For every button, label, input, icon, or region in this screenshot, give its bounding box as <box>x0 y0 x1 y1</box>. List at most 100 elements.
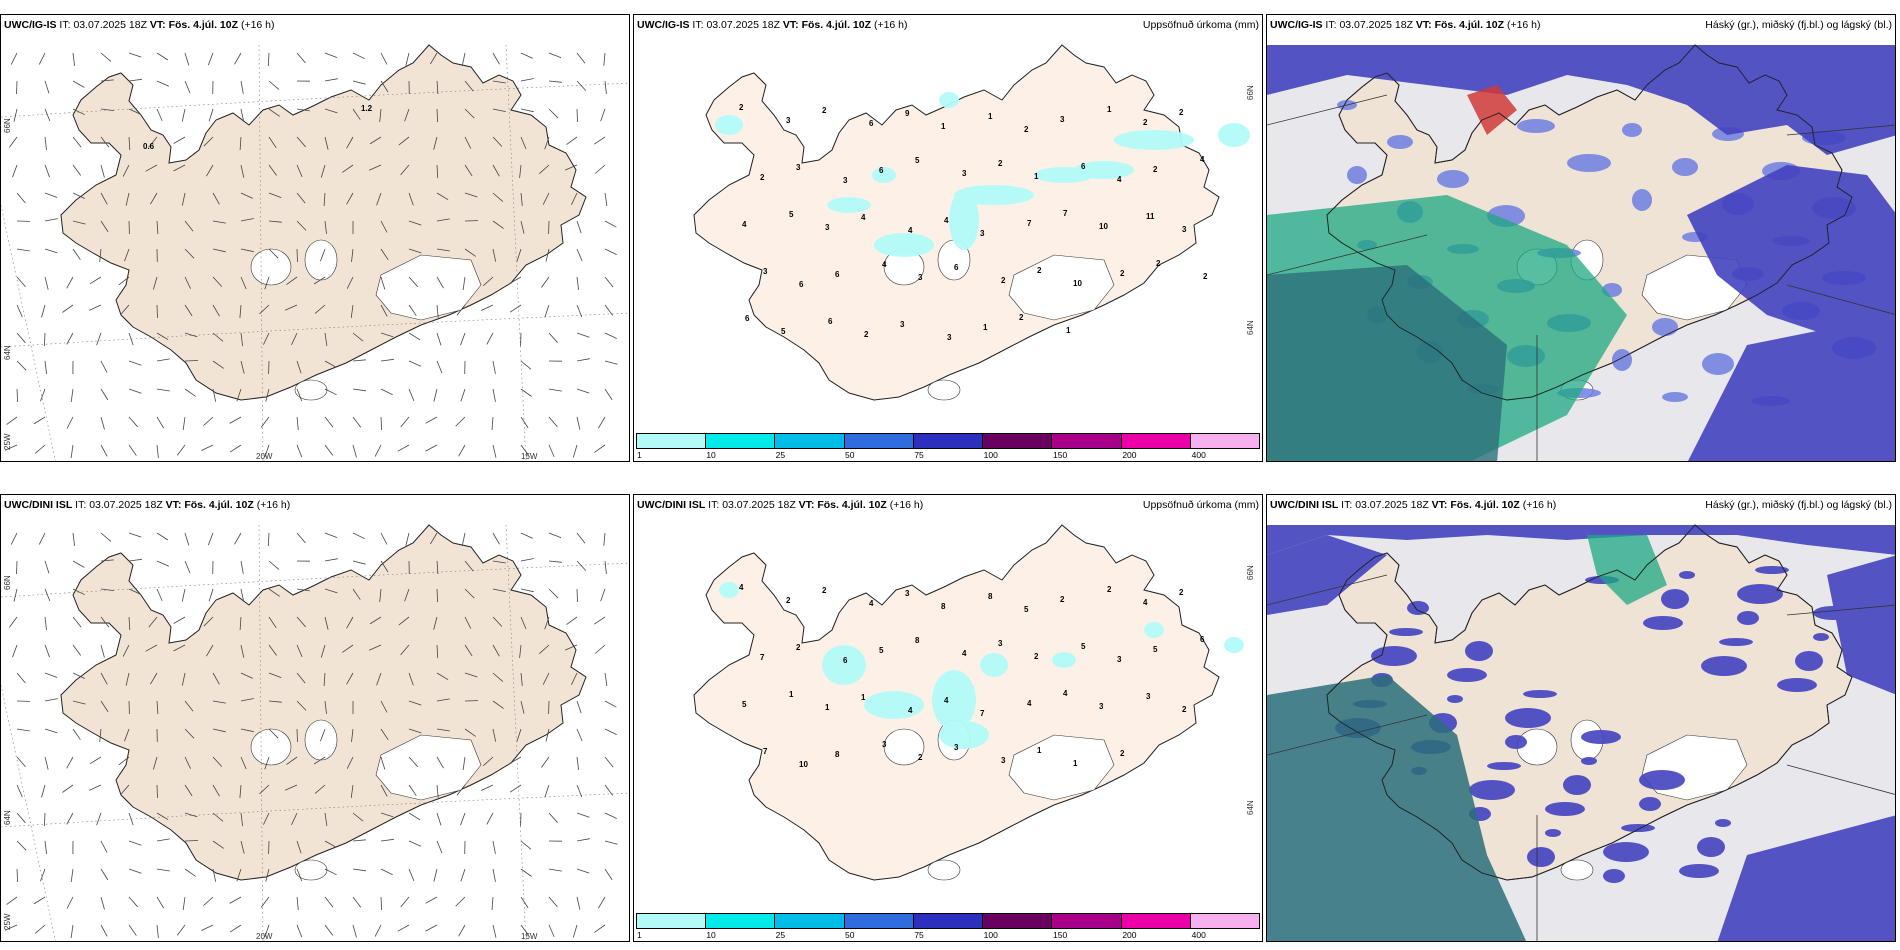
wind-barb <box>380 80 389 93</box>
wind-barb <box>324 588 338 594</box>
wind-barb <box>156 80 170 87</box>
wind-barb <box>520 444 530 456</box>
wind-barb <box>576 220 582 234</box>
precip-value-label: 10 <box>1073 279 1082 288</box>
wind-barb <box>72 644 82 656</box>
wind-barb <box>128 812 134 826</box>
wind-barb <box>184 360 199 362</box>
wind-barb <box>323 672 326 687</box>
wind-barb <box>548 588 559 599</box>
cloud-area <box>1687 165 1895 335</box>
cloud-patch <box>1612 349 1632 371</box>
precip-patch <box>864 691 924 719</box>
wind-barb <box>408 700 422 706</box>
precip-value-label: 3 <box>1001 756 1006 765</box>
panel-cloud-top: UWC/IG-IS IT: 03.07.2025 18Z VT: Fös. 4.… <box>1266 14 1896 462</box>
cloud-patch <box>1621 824 1655 832</box>
precip-value-label: 4 <box>869 599 874 608</box>
wind-barb <box>268 248 279 259</box>
wind-barb <box>436 80 439 95</box>
wind-barb <box>212 728 226 733</box>
panel-title: UWC/IG-IS IT: 03.07.2025 18Z VT: Fös. 4.… <box>4 19 275 31</box>
wind-barb <box>72 220 86 225</box>
precip-value-label: 1 <box>1037 746 1042 755</box>
wind-barb <box>380 532 388 545</box>
precip-value-label: 2 <box>1060 595 1065 604</box>
wind-barb <box>492 588 506 592</box>
wind-barb <box>369 616 382 625</box>
precip-value-label: 4 <box>908 226 913 235</box>
wind-barb <box>128 868 142 874</box>
wind-barb <box>520 52 533 59</box>
wind-barb <box>156 924 159 938</box>
wind-barb <box>176 924 186 936</box>
wind-barb <box>397 444 410 452</box>
wind-barb <box>539 164 550 174</box>
precip-patch <box>954 185 1034 205</box>
wind-barb <box>100 79 115 82</box>
cloud-patch <box>1505 708 1551 728</box>
wind-barb <box>544 784 550 798</box>
wind-barb <box>548 332 558 343</box>
wind-barb <box>576 896 581 910</box>
wind-barb <box>44 616 47 630</box>
cloud-patch <box>1737 611 1759 625</box>
wind-barb <box>380 896 382 911</box>
precip-value-label: 2 <box>822 586 827 595</box>
precip-value-label: 4 <box>1063 689 1068 698</box>
wind-barb <box>291 332 298 345</box>
precip-value-label: 3 <box>1099 702 1104 711</box>
wind-barb <box>323 192 326 207</box>
wind-barb <box>66 416 74 429</box>
wind-barb <box>520 672 523 686</box>
wind-barb <box>229 924 242 933</box>
wind-barb <box>212 784 220 797</box>
wind-barb <box>240 164 245 178</box>
wind-barb <box>324 52 338 58</box>
precip-value-label: 1 <box>825 703 830 712</box>
wind-barb <box>38 52 46 65</box>
wind-barb <box>100 444 108 457</box>
wind-barb <box>456 304 466 316</box>
wind-barb <box>352 416 362 428</box>
wind-barb <box>184 332 198 338</box>
precip-value-label: 1 <box>1107 105 1112 114</box>
cloud-area <box>1587 535 1667 605</box>
wind-barb <box>66 812 74 825</box>
wind-barb <box>516 728 522 742</box>
wind-barb <box>548 444 555 458</box>
wind-barb <box>100 192 108 205</box>
wind-barb <box>492 840 496 854</box>
precip-value-label: 3 <box>1117 655 1122 664</box>
wind-barb <box>156 52 169 61</box>
wind-barb <box>492 444 497 458</box>
wind-barb <box>96 812 102 826</box>
wind-barb <box>576 332 590 338</box>
wind-barbs <box>4 532 618 938</box>
precip-value-label: 8 <box>915 636 920 645</box>
precip-value-label: 2 <box>1179 108 1184 117</box>
colorbar-bin <box>706 434 776 448</box>
wind-barb <box>520 588 534 593</box>
wind-barb <box>425 924 438 932</box>
precip-value-label: 2 <box>822 106 827 115</box>
sector-line <box>1267 94 1388 126</box>
wind-barb <box>491 896 494 911</box>
wind-barb <box>124 248 130 262</box>
precip-patch <box>1114 130 1194 150</box>
wind-barb <box>72 700 86 705</box>
wind-barb <box>516 248 522 262</box>
precip-value-label: 1 <box>1073 759 1078 768</box>
precip-value-label: 6 <box>879 166 884 175</box>
wind-barb <box>206 644 214 657</box>
wind-barb <box>153 276 158 290</box>
wind-barb <box>296 532 306 544</box>
wind-barb <box>100 840 108 853</box>
wind-barb <box>352 896 362 908</box>
wind-barb <box>492 164 500 177</box>
wind-barb <box>100 672 108 685</box>
wind-barb <box>44 644 50 658</box>
wind-barb <box>182 416 186 430</box>
wind-barb <box>212 248 226 253</box>
wind-barb <box>436 588 438 603</box>
